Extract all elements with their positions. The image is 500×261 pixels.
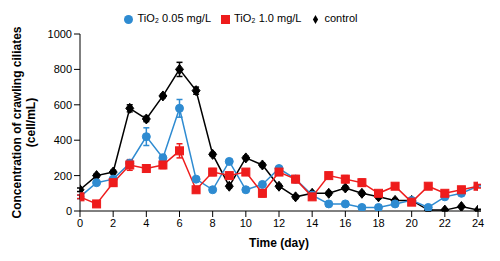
svg-text:0: 0 [77, 217, 83, 229]
svg-text:2: 2 [110, 217, 116, 229]
svg-text:6: 6 [176, 217, 182, 229]
svg-text:24: 24 [472, 217, 484, 229]
html-text:control: control [324, 12, 358, 24]
svg-text:0: 0 [66, 205, 72, 217]
svg-text:Concentration of crawling cili: Concentration of crawling ciliates(cell/… [10, 26, 38, 218]
svg-text:12: 12 [273, 217, 285, 229]
svg-text:22: 22 [439, 217, 451, 229]
svg-text:1000: 1000 [48, 28, 72, 40]
svg-text:20: 20 [406, 217, 418, 229]
svg-text:10: 10 [240, 217, 252, 229]
svg-text:18: 18 [372, 217, 384, 229]
svg-text:800: 800 [54, 63, 72, 75]
svg-text:4: 4 [143, 217, 149, 229]
html-text:TiO₂ 0.05 mg/L: TiO₂ 0.05 mg/L [137, 12, 211, 24]
svg-text:600: 600 [54, 99, 72, 111]
svg-text:14: 14 [306, 217, 318, 229]
svg-text:400: 400 [54, 134, 72, 146]
svg-text:16: 16 [339, 217, 351, 229]
svg-text:200: 200 [54, 170, 72, 182]
svg-text:8: 8 [210, 217, 216, 229]
svg-text:Time (day): Time (day) [249, 236, 309, 250]
html-text:TiO₂ 1.0 mg/L: TiO₂ 1.0 mg/L [234, 12, 302, 24]
